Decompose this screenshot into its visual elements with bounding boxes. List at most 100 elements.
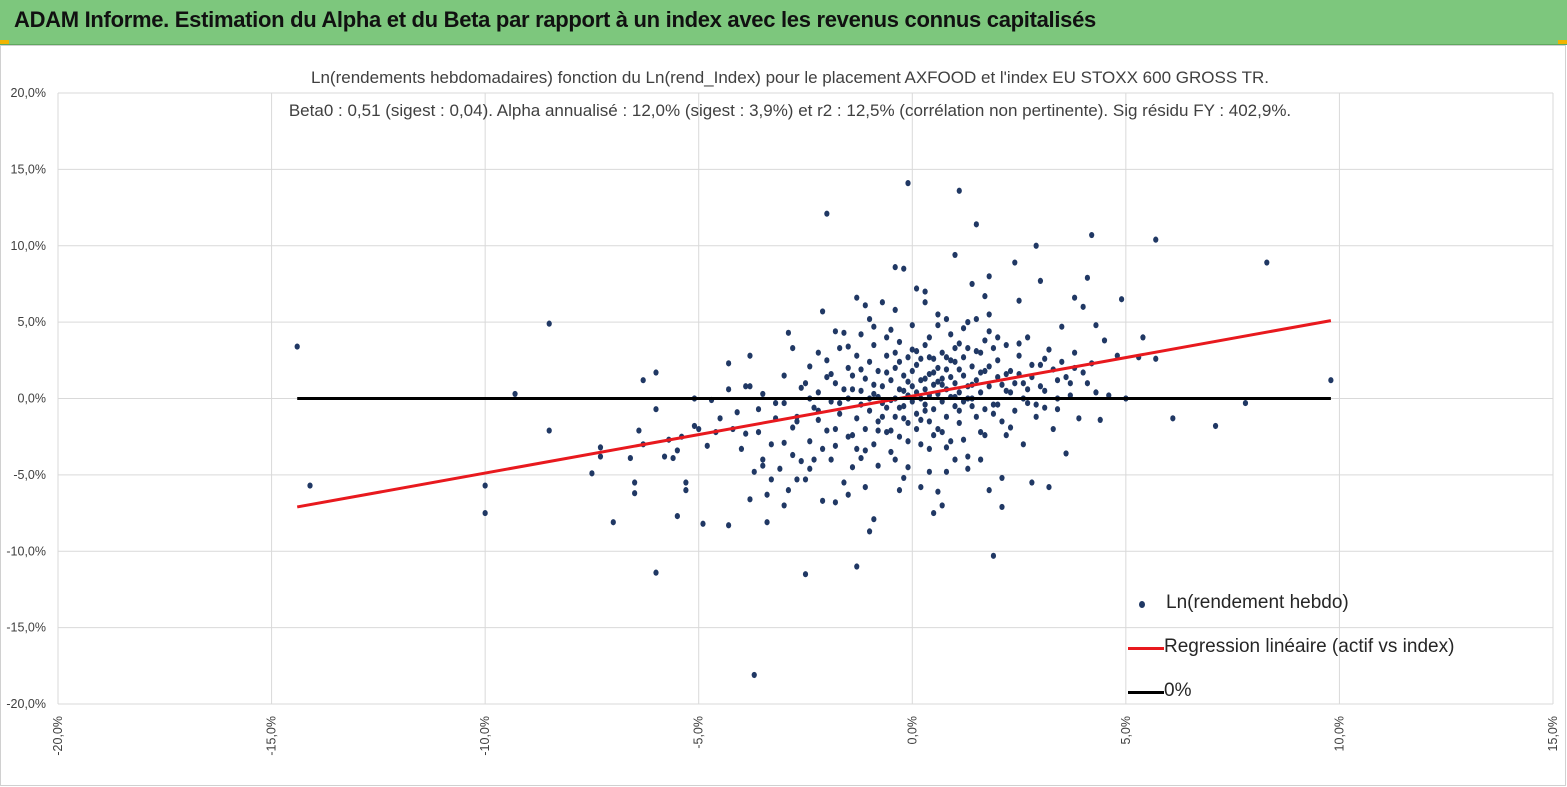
scatter-point: [892, 306, 898, 314]
scatter-point: [1007, 367, 1014, 375]
scatter-point: [943, 444, 950, 451]
scatter-point: [828, 456, 834, 463]
scatter-point: [986, 363, 992, 370]
scatter-point: [922, 341, 928, 349]
scatter-point: [918, 441, 924, 448]
scatter-point: [841, 479, 847, 486]
scatter-point: [837, 344, 843, 352]
scatter-point: [990, 552, 997, 559]
scatter-point: [926, 370, 932, 378]
scatter-point: [1080, 369, 1086, 376]
scatter-point: [747, 383, 753, 390]
scatter-point: [926, 468, 932, 475]
scatter-point: [999, 474, 1005, 482]
scatter-point: [913, 348, 920, 355]
scatter-point: [931, 406, 937, 413]
scatter-point: [982, 337, 988, 344]
scatter-point: [1033, 242, 1039, 249]
scatter-point: [1042, 404, 1048, 411]
y-tick-label: -20,0%: [6, 697, 46, 711]
scatter-point: [943, 413, 950, 420]
scatter-point: [704, 442, 710, 449]
scatter-point: [909, 383, 915, 390]
corner-marker-right: [1558, 40, 1567, 44]
scatter-point: [807, 438, 813, 445]
scatter-point: [482, 509, 488, 517]
x-tick-label: 10,0%: [1332, 716, 1346, 751]
scatter-point: [512, 390, 518, 398]
scatter-point: [1097, 416, 1103, 423]
scatter-point: [764, 519, 770, 526]
scatter-point: [939, 375, 945, 382]
scatter-point: [879, 299, 885, 306]
scatter-point: [939, 429, 945, 436]
scatter-point: [828, 370, 834, 378]
regression-line: [296, 319, 1332, 509]
scatter-point: [1067, 380, 1073, 387]
scatter-point: [743, 383, 749, 390]
scatter-point: [726, 522, 732, 529]
scatter-point: [866, 528, 873, 535]
scatter-point: [978, 349, 984, 356]
y-tick-label: 5,0%: [18, 315, 47, 329]
scatter-point: [764, 491, 770, 498]
scatter-point: [969, 280, 975, 288]
scatter-point: [773, 399, 779, 407]
scatter-point: [798, 458, 804, 465]
scatter-point: [815, 349, 821, 356]
scatter-point: [1003, 432, 1009, 439]
scatter-point: [943, 315, 950, 323]
scatter-point: [939, 398, 945, 405]
legend-label-regression: Regression linéaire (actif vs index): [1164, 636, 1455, 657]
scatter-point: [1242, 399, 1249, 407]
scatter-point: [939, 502, 945, 509]
scatter-point: [1046, 346, 1052, 353]
scatter-point: [1328, 377, 1334, 384]
scatter-point: [854, 445, 860, 453]
scatter-point: [653, 569, 659, 576]
scatter-point: [969, 403, 975, 410]
scatter-point: [845, 343, 851, 350]
scatter-point: [845, 433, 851, 440]
scatter-point: [884, 352, 890, 359]
scatter-point: [824, 210, 830, 217]
scatter-point: [901, 372, 907, 379]
scatter-point: [973, 348, 979, 355]
scatter-point: [931, 509, 937, 517]
scatter-point: [956, 419, 962, 427]
scatter-point: [935, 378, 941, 385]
scatter-point: [640, 377, 646, 384]
scatter-point: [931, 369, 937, 376]
scatter-point: [610, 519, 616, 526]
scatter-point: [982, 367, 988, 375]
scatter-point: [952, 358, 958, 365]
scatter-point: [990, 344, 997, 352]
scatter-point: [901, 403, 907, 410]
scatter-point: [1003, 341, 1009, 349]
scatter-point: [1054, 406, 1061, 413]
scatter-point: [931, 355, 937, 362]
scatter-point: [1046, 483, 1052, 491]
report-banner: ADAM Informe. Estimation du Alpha et du …: [0, 0, 1567, 45]
scatter-point: [1037, 277, 1044, 284]
scatter-point: [632, 479, 638, 486]
scatter-point: [926, 418, 932, 425]
scatter-point: [926, 334, 932, 341]
scatter-point: [1153, 236, 1159, 243]
scatter-point: [871, 390, 877, 398]
y-tick-label: -10,0%: [6, 544, 46, 558]
x-tick-label: 15,0%: [1546, 716, 1560, 751]
scatter-point: [781, 502, 787, 509]
scatter-point: [751, 671, 757, 679]
scatter-point: [871, 516, 877, 523]
scatter-point: [760, 462, 766, 469]
scatter-point: [956, 389, 962, 396]
scatter-point: [1042, 387, 1048, 394]
scatter-point: [824, 374, 830, 381]
scatter-point: [1016, 352, 1022, 359]
scatter-series: [294, 180, 1334, 679]
scatter-point: [734, 409, 740, 416]
scatter-point: [1093, 389, 1099, 396]
scatter-point: [691, 422, 698, 430]
x-tick-label: -15,0%: [265, 716, 279, 756]
